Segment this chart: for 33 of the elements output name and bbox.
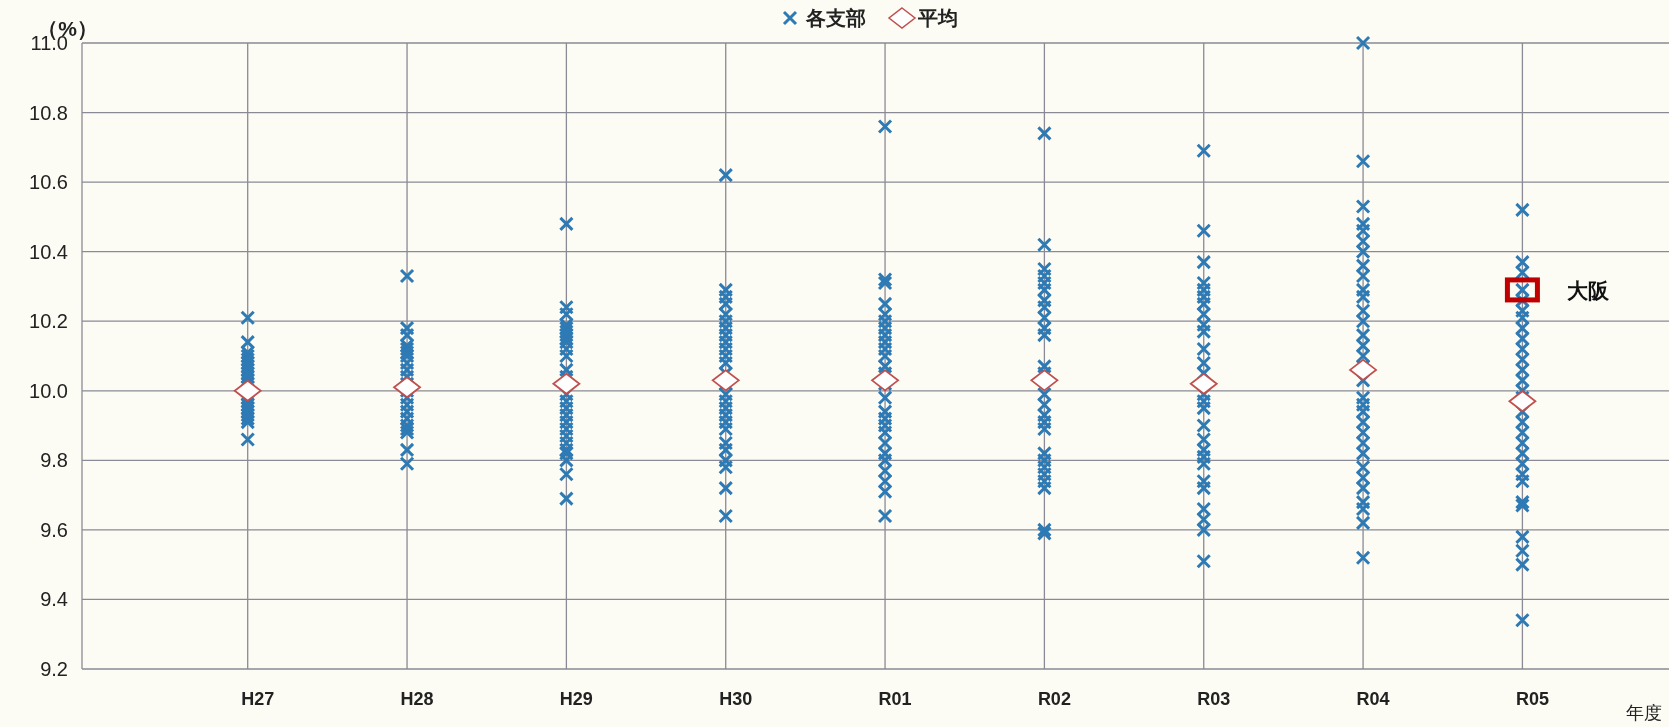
- point: [393, 376, 421, 399]
- ytick: 10.8: [29, 101, 68, 124]
- xlabel: 年度: [1626, 703, 1662, 723]
- ytick: 9.2: [40, 658, 68, 680]
- xtick: H27: [241, 689, 275, 709]
- ytick: 9.6: [40, 518, 68, 541]
- point: [1508, 390, 1537, 413]
- point: [233, 379, 262, 402]
- ytick: 9.8: [40, 449, 68, 472]
- xtick: R04: [1356, 689, 1390, 709]
- xtick: R02: [1037, 689, 1071, 709]
- point: [1349, 359, 1377, 381]
- ytick: 10.6: [29, 171, 68, 194]
- ytick: 10.2: [29, 310, 68, 333]
- xtick: H28: [400, 689, 434, 709]
- ytick: 10.0: [29, 379, 68, 402]
- legend-item: 平均: [887, 7, 958, 29]
- point: [552, 372, 581, 395]
- legend-label: 平均: [917, 7, 958, 29]
- xtick: R05: [1515, 689, 1549, 709]
- xtick: R03: [1197, 689, 1231, 709]
- ytick: 10.4: [29, 240, 68, 263]
- point: [1030, 369, 1059, 392]
- legend-label: 各支部: [805, 7, 866, 29]
- xtick: R01: [878, 689, 912, 709]
- xtick: H29: [559, 689, 593, 709]
- xtick: H30: [719, 689, 753, 709]
- point: [1189, 372, 1218, 395]
- series-label: 大阪: [1567, 278, 1611, 302]
- ytick: 9.4: [40, 588, 68, 611]
- point: [871, 369, 899, 392]
- point: [711, 369, 740, 392]
- legend-item: 各支部: [782, 7, 866, 29]
